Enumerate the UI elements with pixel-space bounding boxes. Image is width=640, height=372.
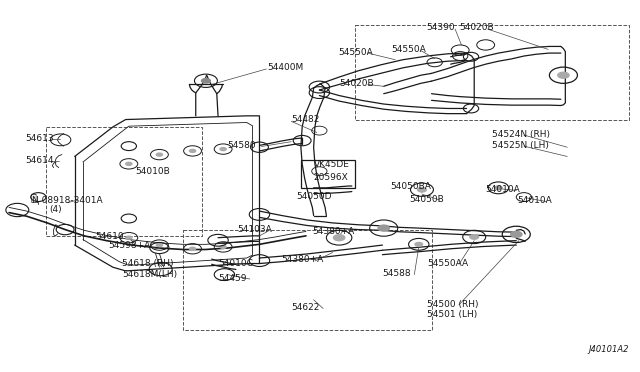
Text: 54610: 54610 <box>96 232 124 241</box>
Text: Ⓝ: Ⓝ <box>31 192 36 202</box>
Text: 54050BA: 54050BA <box>390 182 431 191</box>
Circle shape <box>220 147 227 151</box>
Text: 54050D: 54050D <box>296 192 332 201</box>
Circle shape <box>189 247 196 251</box>
Bar <box>355 25 629 119</box>
Circle shape <box>125 235 132 240</box>
Circle shape <box>510 231 523 238</box>
Text: 54622: 54622 <box>291 303 320 312</box>
Circle shape <box>125 161 132 166</box>
Text: 54550A: 54550A <box>338 48 372 57</box>
Text: VK45DE: VK45DE <box>314 160 349 169</box>
Text: J40101A2: J40101A2 <box>589 345 629 354</box>
Text: 54020B: 54020B <box>459 23 493 32</box>
Text: 54580: 54580 <box>228 141 256 150</box>
Text: 54482: 54482 <box>291 115 320 124</box>
Circle shape <box>333 234 346 241</box>
Text: 54550AA: 54550AA <box>427 259 468 268</box>
Circle shape <box>220 245 227 249</box>
Text: 54050B: 54050B <box>409 195 444 204</box>
Text: 54380+A: 54380+A <box>282 255 324 264</box>
Circle shape <box>201 78 211 84</box>
Text: 54010C: 54010C <box>218 259 253 268</box>
Circle shape <box>378 224 390 232</box>
Circle shape <box>557 71 570 79</box>
Text: 54524N (RH): 54524N (RH) <box>492 130 550 139</box>
Bar <box>183 230 431 330</box>
Text: 54500 (RH): 54500 (RH) <box>427 300 479 309</box>
Text: 54010B: 54010B <box>135 167 170 176</box>
Text: 54501 (LH): 54501 (LH) <box>427 310 477 319</box>
Text: 54618M(LH): 54618M(LH) <box>122 270 177 279</box>
Text: 54390: 54390 <box>426 23 455 32</box>
Bar <box>301 160 355 188</box>
Circle shape <box>156 243 163 247</box>
Circle shape <box>469 234 479 240</box>
Circle shape <box>417 187 427 193</box>
Circle shape <box>414 242 423 247</box>
Text: 54613: 54613 <box>26 134 54 143</box>
Text: 54400M: 54400M <box>268 62 304 72</box>
Text: 54525N (LH): 54525N (LH) <box>492 141 549 150</box>
Circle shape <box>494 185 503 190</box>
Circle shape <box>156 153 163 157</box>
Text: 54588: 54588 <box>383 269 411 278</box>
Text: 54380+A: 54380+A <box>312 227 355 235</box>
Text: 54550A: 54550A <box>392 45 426 54</box>
Text: 54010A: 54010A <box>486 185 520 194</box>
Text: (4): (4) <box>49 205 62 215</box>
Text: 20596X: 20596X <box>314 173 348 182</box>
Text: 54020B: 54020B <box>339 79 374 88</box>
Text: 54614: 54614 <box>26 156 54 166</box>
Circle shape <box>189 149 196 153</box>
Text: N 08918-3401A: N 08918-3401A <box>32 196 102 205</box>
Text: 54459: 54459 <box>218 274 246 283</box>
Bar <box>46 127 202 236</box>
Text: 54598+A: 54598+A <box>108 241 150 250</box>
Text: 54103A: 54103A <box>237 225 272 234</box>
Text: 54010A: 54010A <box>518 196 552 205</box>
Text: 54618 (RH): 54618 (RH) <box>122 259 174 268</box>
